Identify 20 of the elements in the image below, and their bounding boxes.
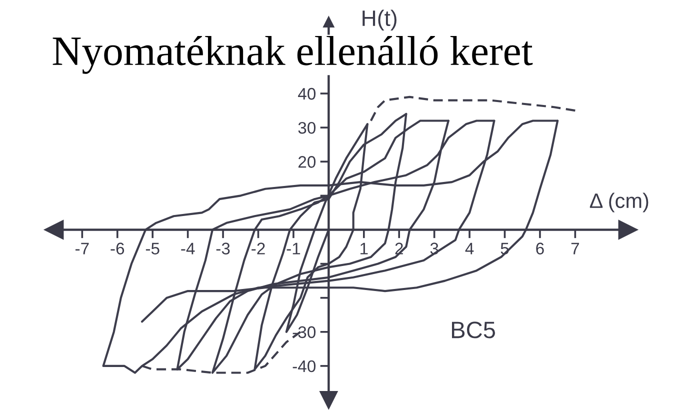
x-tick-label: -3: [216, 242, 230, 254]
x-tick-label: 4: [465, 242, 474, 254]
annotation: BC5: [452, 322, 495, 338]
x-tick-label: -5: [146, 242, 160, 254]
x-tick-label: 1: [360, 242, 368, 254]
x-tick-label: -7: [76, 242, 89, 254]
y-tick-label: 20: [298, 156, 316, 168]
x-tick-label: -2: [252, 242, 265, 254]
x-tick-label: 7: [571, 242, 579, 254]
chart-title: Nyomatéknak ellenálló keret: [52, 36, 533, 74]
x-tick-label: -6: [110, 242, 124, 254]
x-tick-label: -1: [286, 242, 300, 254]
x-tick-label: -4: [181, 242, 195, 254]
x-tick-label: 6: [536, 242, 544, 254]
y-tick-label: 30: [298, 122, 316, 134]
y-tick-label: -30: [292, 326, 316, 338]
y-axis-title: H(t): [362, 10, 396, 30]
y-tick-label: 40: [298, 88, 316, 100]
x-axis-title: Δ (cm): [590, 192, 648, 212]
y-tick-label: -40: [292, 360, 316, 372]
